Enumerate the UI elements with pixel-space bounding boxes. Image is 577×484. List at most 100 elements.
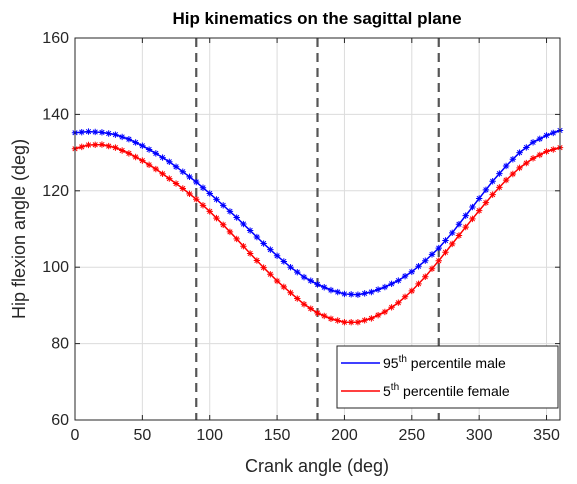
asterisk-marker (516, 164, 523, 172)
asterisk-marker (388, 280, 395, 288)
y-tick-labels: 60 80 100 120 140 160 (42, 30, 69, 429)
asterisk-marker (105, 142, 112, 150)
asterisk-marker (98, 141, 106, 148)
asterisk-marker (334, 317, 341, 324)
asterisk-marker (401, 293, 409, 301)
asterisk-marker (361, 317, 368, 324)
asterisk-marker (118, 147, 126, 154)
x-tick-label: 50 (133, 427, 151, 444)
asterisk-marker (300, 273, 308, 281)
asterisk-marker (550, 129, 557, 137)
asterisk-marker (92, 141, 99, 148)
asterisk-marker (341, 290, 348, 298)
asterisk-marker (455, 232, 463, 239)
legend-label-female-main: 5 (383, 383, 391, 399)
asterisk-marker (449, 240, 456, 248)
asterisk-marker (516, 149, 523, 156)
asterisk-marker (78, 128, 85, 136)
asterisk-marker (475, 207, 483, 214)
y-tick-label: 120 (42, 183, 69, 200)
asterisk-marker (287, 264, 294, 271)
asterisk-marker (455, 221, 463, 228)
x-tick-label: 300 (466, 427, 493, 444)
asterisk-marker (206, 208, 213, 215)
asterisk-marker (152, 165, 160, 173)
asterisk-marker (172, 163, 180, 170)
asterisk-marker (125, 136, 133, 143)
asterisk-marker (489, 191, 496, 198)
x-axis-label: Crank angle (deg) (245, 456, 389, 476)
plot-frame (74, 37, 561, 421)
asterisk-marker (179, 168, 186, 175)
asterisk-marker (139, 142, 146, 149)
asterisk-marker (199, 202, 207, 209)
asterisk-marker (112, 144, 119, 151)
asterisk-marker (509, 170, 517, 178)
asterisk-marker (462, 223, 469, 231)
asterisk-marker (246, 227, 254, 234)
asterisk-marker (314, 281, 321, 288)
asterisk-marker (125, 150, 133, 157)
asterisk-marker (327, 286, 335, 294)
asterisk-marker (240, 242, 247, 250)
asterisk-marker (381, 308, 389, 316)
asterisk-marker (186, 190, 193, 198)
asterisk-marker (401, 272, 409, 280)
x-tick-label: 350 (533, 427, 560, 444)
asterisk-marker (422, 273, 429, 280)
asterisk-marker (226, 228, 234, 236)
asterisk-marker (314, 309, 321, 317)
asterisk-marker (543, 148, 550, 155)
asterisk-marker (435, 257, 442, 264)
asterisk-marker (536, 135, 543, 143)
x-tick-label: 0 (71, 427, 80, 444)
asterisk-marker (246, 250, 254, 257)
asterisk-marker (294, 295, 301, 302)
legend-label-female-sup: th (391, 382, 399, 393)
asterisk-marker (166, 158, 173, 165)
x-tick-label: 100 (196, 427, 223, 444)
x-tick-labels: 0 50 100 150 200 250 300 350 (71, 427, 560, 444)
x-tick-label: 150 (264, 427, 291, 444)
asterisk-marker (523, 159, 530, 167)
asterisk-marker (529, 139, 537, 146)
asterisk-marker (408, 287, 416, 295)
asterisk-marker (92, 128, 99, 136)
asterisk-marker (536, 151, 543, 159)
asterisk-marker (321, 284, 328, 291)
asterisk-marker (428, 265, 436, 272)
asterisk-marker (98, 129, 106, 136)
x-tick-label: 200 (331, 427, 358, 444)
asterisk-marker (85, 128, 92, 135)
asterisk-marker (85, 141, 92, 149)
asterisk-marker (300, 301, 308, 308)
asterisk-marker (374, 286, 382, 293)
asterisk-marker (334, 288, 341, 296)
series-1 (71, 141, 564, 326)
asterisk-marker (415, 263, 422, 270)
y-tick-label: 80 (51, 336, 69, 353)
asterisk-marker (354, 291, 362, 298)
asterisk-marker (435, 244, 442, 252)
asterisk-marker (496, 170, 503, 177)
asterisk-marker (509, 156, 517, 163)
asterisk-marker (226, 208, 234, 215)
asterisk-marker (253, 257, 261, 264)
asterisk-marker (496, 184, 503, 191)
asterisk-marker (422, 257, 429, 264)
asterisk-marker (482, 186, 490, 194)
asterisk-marker (233, 235, 240, 243)
asterisk-marker (145, 161, 153, 169)
asterisk-marker (469, 203, 476, 211)
y-axis-label: Hip flexion angle (deg) (9, 139, 29, 319)
asterisk-marker (321, 312, 328, 320)
asterisk-marker (408, 268, 416, 275)
y-tick-label: 100 (42, 259, 69, 276)
asterisk-marker (442, 237, 449, 244)
asterisk-marker (529, 155, 537, 162)
asterisk-marker (112, 131, 119, 138)
legend-label-male-sup: th (399, 354, 407, 365)
asterisk-marker (219, 202, 227, 209)
asterisk-marker (449, 229, 456, 237)
